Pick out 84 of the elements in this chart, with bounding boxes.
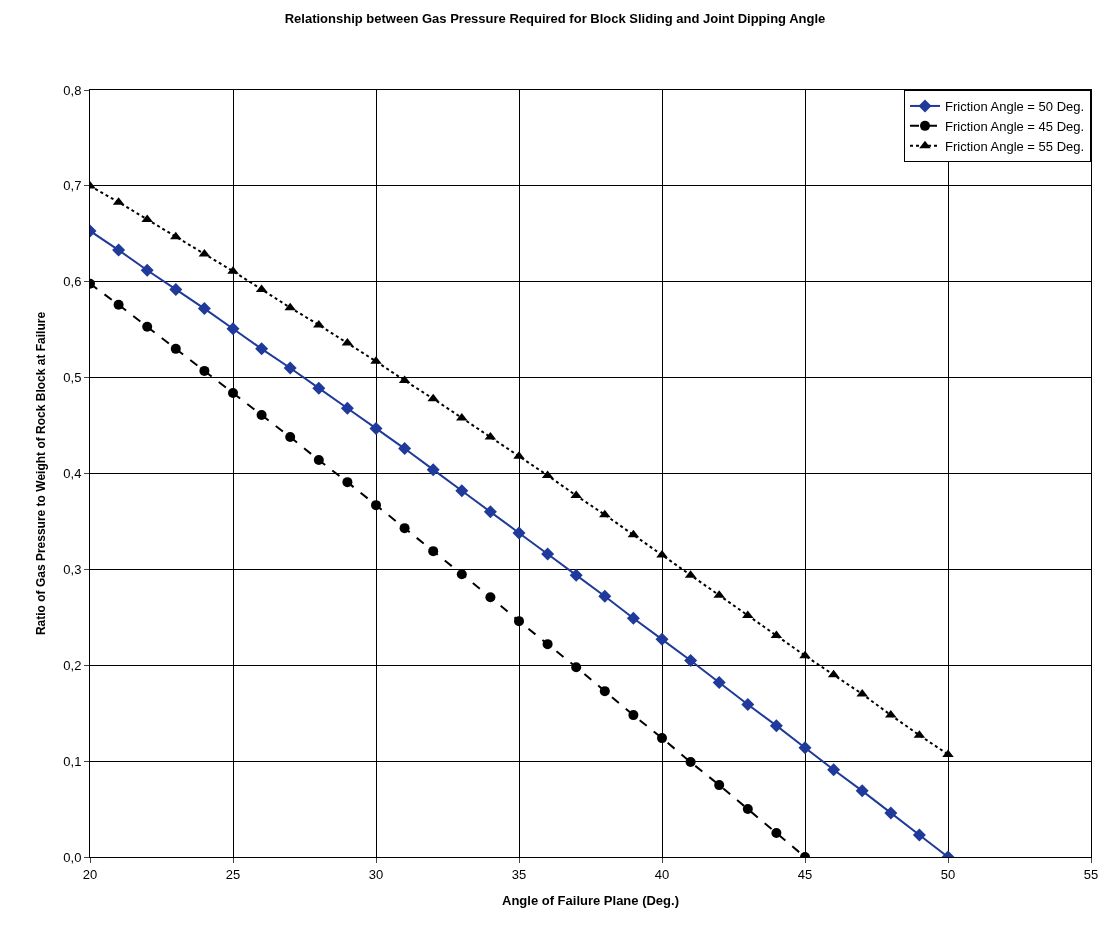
point: [342, 477, 353, 488]
point: [628, 710, 639, 721]
x-tick-label: 25: [225, 866, 241, 882]
point: [483, 505, 497, 519]
x-tick-label: 30: [368, 866, 384, 882]
point: [226, 322, 240, 336]
point: [771, 828, 782, 839]
point: [197, 302, 211, 316]
y-tick-label: 0,3: [63, 561, 82, 577]
point: [855, 784, 869, 798]
point: [285, 432, 296, 443]
point: [769, 719, 783, 733]
point: [427, 393, 439, 402]
point: [798, 741, 812, 755]
point: [199, 365, 210, 376]
point: [542, 639, 553, 650]
point: [398, 442, 412, 456]
point: [599, 686, 610, 697]
point: [142, 321, 153, 332]
y-axis-title: Ratio of Gas Pressure to Weight of Rock Block at Failure: [33, 311, 48, 636]
point: [313, 319, 325, 328]
point: [570, 490, 582, 499]
point: [485, 592, 496, 603]
point: [255, 342, 269, 356]
point: [571, 662, 582, 673]
point: [312, 381, 326, 395]
point: [228, 387, 238, 398]
point: [113, 299, 124, 310]
point: [313, 455, 324, 466]
legend-label: Friction Angle = 45 Deg.: [945, 118, 1085, 134]
point: [399, 523, 410, 534]
x-tick-label: 35: [511, 866, 527, 882]
point: [340, 401, 354, 415]
point: [428, 546, 439, 557]
point: [685, 757, 696, 768]
x-tick-label: 50: [940, 866, 956, 882]
point: [514, 616, 524, 627]
chart-title: Relationship between Gas Pressure Required for Block Sliding and Joint Dipping Angle: [284, 11, 826, 27]
point: [170, 343, 181, 354]
point: [569, 568, 583, 582]
point: [655, 632, 669, 646]
point: [598, 589, 612, 603]
legend-label: Friction Angle = 50 Deg.: [945, 99, 1085, 115]
point: [657, 733, 667, 744]
y-tick-label: 0,0: [63, 849, 82, 865]
x-axis-title: Angle of Failure Plane (Deg.): [502, 893, 679, 909]
point: [912, 828, 926, 842]
point: [541, 547, 555, 561]
x-tick-label: 45: [797, 866, 813, 882]
x-tick-label: 20: [82, 866, 98, 882]
point: [369, 421, 383, 435]
y-tick-label: 0,6: [63, 274, 82, 290]
point: [169, 282, 183, 296]
point: [827, 763, 841, 777]
point: [512, 526, 526, 540]
point: [170, 231, 182, 240]
point: [426, 463, 440, 477]
x-tick-label: 55: [1083, 866, 1099, 882]
point: [256, 410, 267, 421]
point: [626, 611, 640, 625]
y-tick-label: 0,7: [63, 178, 82, 194]
point: [455, 484, 469, 498]
point: [741, 698, 755, 712]
point: [742, 804, 753, 815]
point: [283, 361, 297, 375]
point: [140, 263, 154, 277]
point: [456, 569, 467, 580]
legend-label: Friction Angle = 55 Deg.: [945, 138, 1085, 154]
y-tick-label: 0,8: [63, 82, 82, 98]
point: [714, 780, 725, 791]
point: [112, 243, 126, 257]
point: [599, 509, 611, 518]
y-tick-label: 0,4: [63, 466, 82, 482]
x-tick-label: 40: [654, 866, 670, 882]
point: [884, 806, 898, 820]
point: [371, 500, 381, 511]
y-tick-label: 0,2: [63, 657, 82, 673]
point: [712, 676, 726, 690]
y-tick-label: 0,1: [63, 753, 82, 769]
point: [284, 302, 296, 311]
point: [684, 653, 698, 667]
point: [456, 412, 468, 421]
y-tick-label: 0,5: [63, 370, 82, 386]
point: [799, 650, 811, 659]
